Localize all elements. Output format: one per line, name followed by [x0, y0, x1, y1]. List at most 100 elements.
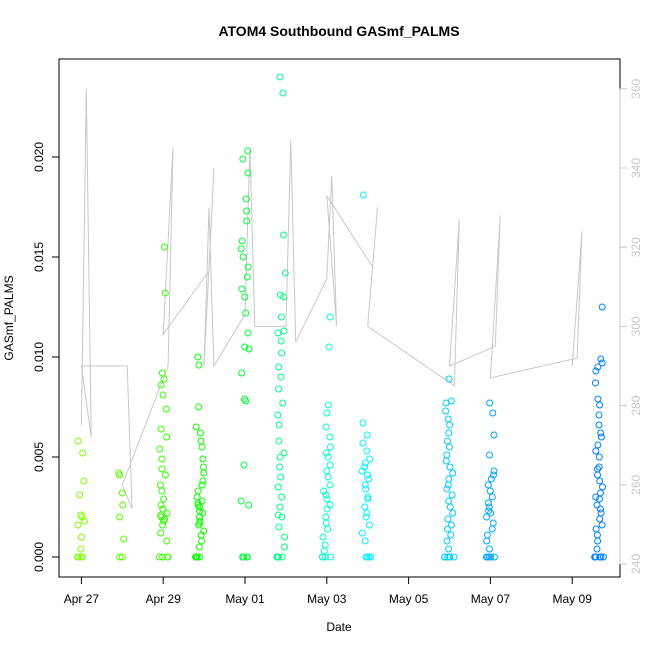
data-point [237, 245, 245, 253]
y-tick-label: 0.010 [32, 342, 46, 372]
data-point [490, 431, 498, 439]
data-point [594, 395, 602, 403]
y2-tick-label: 240 [629, 554, 643, 574]
data-point [159, 553, 167, 561]
data-point [196, 503, 203, 511]
data-point [241, 293, 249, 301]
data-point [239, 553, 247, 561]
data-point [196, 517, 204, 525]
data-point [275, 385, 282, 393]
x-tick-label: May 09 [553, 592, 593, 606]
data-point [598, 521, 606, 529]
data-point [594, 441, 602, 449]
data-point [597, 429, 605, 437]
data-point [320, 487, 328, 495]
data-point [158, 487, 166, 495]
y-tick-label: 0.015 [32, 242, 46, 272]
data-point [280, 449, 288, 457]
data-point [361, 459, 369, 467]
data-point [161, 471, 169, 479]
data-point [599, 483, 606, 491]
chart-title: ATOM4 Southbound GASmf_PALMS [218, 23, 459, 39]
data-point [243, 217, 251, 225]
data-point [595, 463, 603, 471]
data-point [443, 525, 451, 533]
data-point [323, 467, 331, 475]
data-point [158, 369, 166, 377]
data-point [326, 313, 334, 321]
data-point [322, 423, 330, 431]
data-point [326, 501, 334, 509]
data-point [243, 273, 251, 281]
data-point [277, 373, 285, 381]
data-point [597, 509, 605, 517]
data-point [195, 543, 203, 551]
data-point [200, 527, 208, 535]
data-point [441, 553, 449, 561]
x-tick-label: May 07 [471, 592, 511, 606]
data-point [274, 329, 282, 337]
data-point [244, 263, 252, 271]
data-point [449, 509, 457, 517]
data-point [277, 291, 284, 299]
data-point [595, 453, 603, 461]
data-point [156, 445, 164, 453]
data-point [77, 545, 85, 553]
data-point [483, 513, 491, 521]
data-point [442, 407, 450, 415]
data-point [159, 505, 167, 513]
data-point [445, 429, 453, 437]
data-point [276, 453, 284, 461]
data-point [361, 463, 369, 471]
data-point [281, 269, 289, 277]
data-point [443, 537, 451, 545]
data-point [362, 513, 370, 521]
data-point [241, 395, 248, 403]
data-point [277, 473, 285, 481]
data-point [448, 491, 456, 499]
y-tick-label: 0.000 [32, 542, 46, 572]
data-point [365, 475, 373, 483]
data-point [280, 231, 287, 239]
data-point [157, 529, 165, 537]
data-point [593, 501, 601, 509]
data-point [279, 399, 287, 407]
data-point [157, 425, 165, 433]
data-point [326, 481, 334, 489]
data-point [592, 447, 600, 455]
data-point [326, 433, 334, 441]
data-point [322, 513, 330, 521]
data-point [275, 363, 283, 371]
data-point [446, 463, 454, 471]
data-point [325, 343, 333, 351]
data-point [490, 471, 497, 479]
data-point [244, 169, 252, 177]
data-point [323, 449, 330, 457]
data-point [596, 515, 604, 523]
data-point [276, 73, 284, 81]
data-point [593, 545, 601, 553]
data-point [596, 505, 604, 513]
data-point [450, 553, 458, 561]
data-point [489, 409, 497, 417]
y2-tick-label: 320 [629, 237, 643, 257]
x-tick-label: Apr 27 [64, 592, 100, 606]
data-point [359, 419, 367, 427]
data-point [238, 285, 246, 293]
data-point [359, 439, 367, 447]
data-point [447, 531, 455, 539]
data-point [245, 345, 253, 353]
data-point [281, 533, 289, 541]
y2-tick-label: 360 [629, 78, 643, 98]
data-point [323, 409, 331, 417]
data-point [324, 525, 332, 533]
data-point [363, 471, 371, 479]
data-point [198, 443, 206, 451]
data-point [486, 545, 493, 553]
data-point [594, 537, 602, 545]
data-point [245, 501, 253, 509]
data-point [365, 553, 373, 561]
data-point [594, 471, 601, 479]
data-point [76, 491, 84, 499]
data-point [326, 461, 334, 469]
